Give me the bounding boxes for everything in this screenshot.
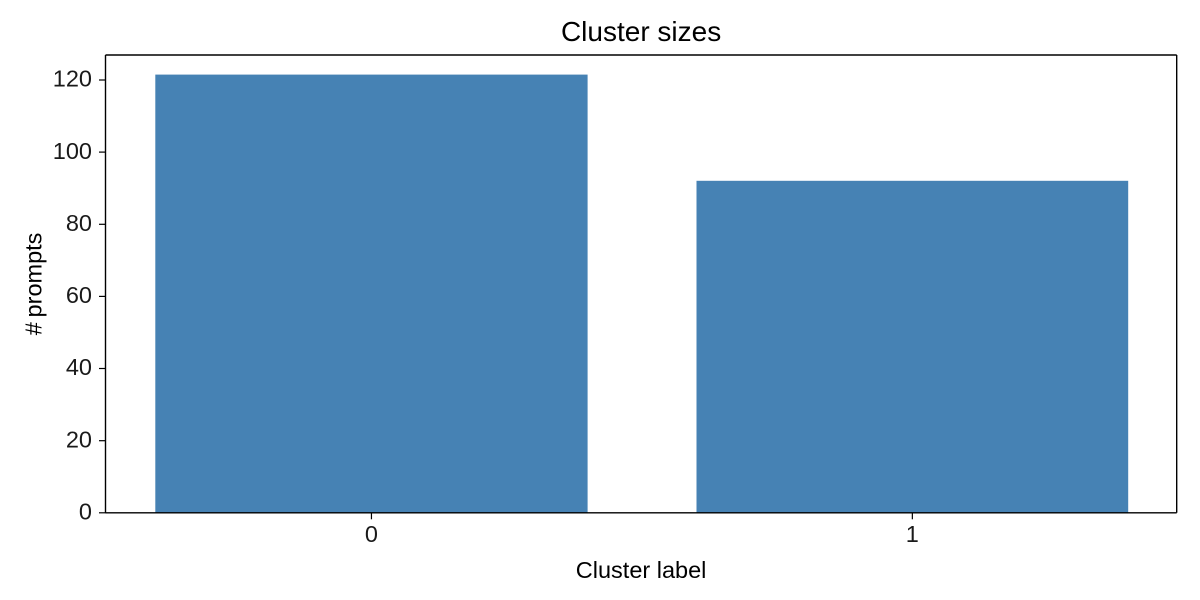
svg-text:Cluster sizes: Cluster sizes: [561, 16, 721, 47]
svg-text:40: 40: [66, 354, 92, 380]
svg-text:1: 1: [906, 521, 919, 547]
svg-text:120: 120: [53, 66, 92, 92]
svg-text:# prompts: # prompts: [21, 233, 47, 336]
svg-text:0: 0: [79, 499, 92, 525]
svg-text:100: 100: [53, 138, 92, 164]
svg-text:80: 80: [66, 210, 92, 236]
svg-text:20: 20: [66, 426, 92, 452]
svg-text:60: 60: [66, 282, 92, 308]
svg-text:Cluster label: Cluster label: [576, 557, 707, 583]
svg-text:0: 0: [365, 521, 378, 547]
